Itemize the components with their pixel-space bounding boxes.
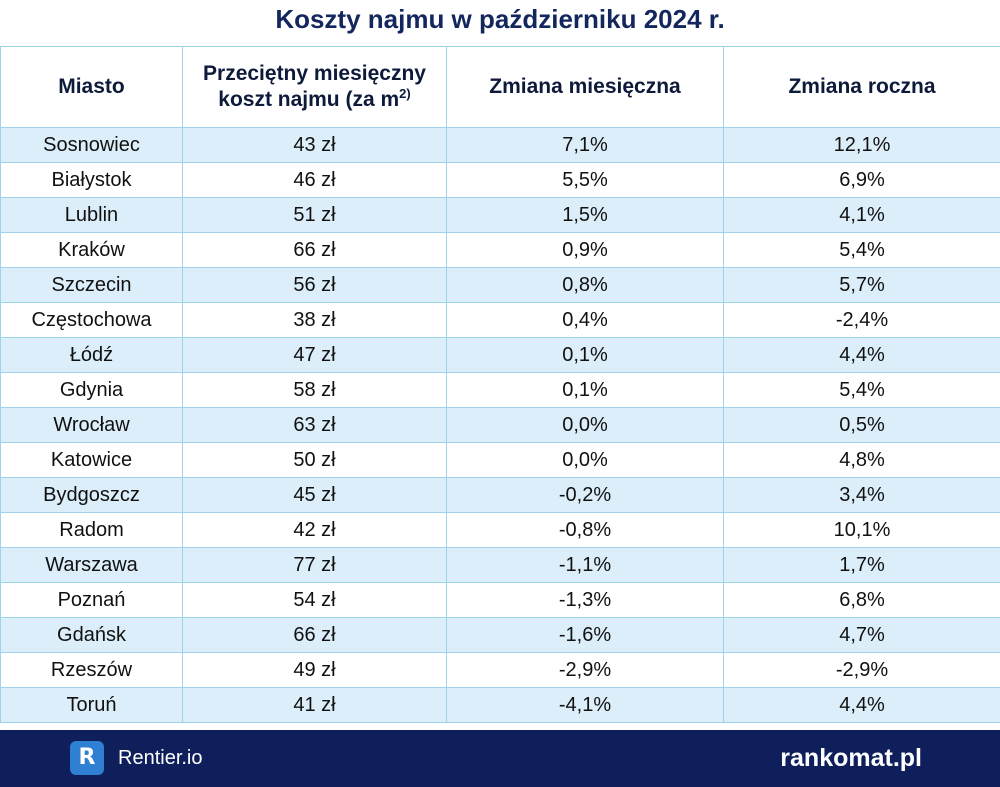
- cell-avg-cost: 42 zł: [182, 512, 447, 548]
- cell-monthly-change: 1,5%: [446, 197, 724, 233]
- cell-avg-cost: 46 zł: [182, 162, 447, 198]
- footer-bar: R Rentier.io rankomat.pl: [0, 730, 1000, 787]
- cell-monthly-change: -4,1%: [446, 687, 724, 723]
- rent-table: Miasto Przeciętny miesięczny koszt najmu…: [0, 46, 1000, 723]
- cell-yearly-change: 4,7%: [723, 617, 1000, 653]
- table-row: Wrocław 63 zł 0,0% 0,5%: [0, 407, 1000, 443]
- cell-monthly-change: -0,2%: [446, 477, 724, 513]
- header-yearly-change: Zmiana roczna: [723, 46, 1000, 128]
- cell-monthly-change: 0,9%: [446, 232, 724, 268]
- cell-avg-cost: 66 zł: [182, 617, 447, 653]
- cell-avg-cost: 41 zł: [182, 687, 447, 723]
- cell-yearly-change: 4,4%: [723, 337, 1000, 373]
- table-row: Sosnowiec 43 zł 7,1% 12,1%: [0, 127, 1000, 163]
- table-header-row: Miasto Przeciętny miesięczny koszt najmu…: [0, 46, 1000, 128]
- rentier-brand: Rentier.io: [118, 747, 203, 769]
- cell-city: Warszawa: [0, 547, 183, 583]
- cell-monthly-change: -0,8%: [446, 512, 724, 548]
- cell-monthly-change: 0,1%: [446, 372, 724, 408]
- cell-city: Częstochowa: [0, 302, 183, 338]
- cell-yearly-change: -2,9%: [723, 652, 1000, 688]
- table-row: Łódź 47 zł 0,1% 4,4%: [0, 337, 1000, 373]
- header-footnote-sup: 2): [399, 86, 411, 101]
- table-row: Szczecin 56 zł 0,8% 5,7%: [0, 267, 1000, 303]
- header-monthly-change: Zmiana miesięczna: [446, 46, 724, 128]
- cell-city: Sosnowiec: [0, 127, 183, 163]
- header-avg-cost: Przeciętny miesięczny koszt najmu (za m2…: [182, 46, 447, 128]
- cell-yearly-change: 5,4%: [723, 232, 1000, 268]
- cell-avg-cost: 58 zł: [182, 372, 447, 408]
- cell-city: Toruń: [0, 687, 183, 723]
- cell-avg-cost: 56 zł: [182, 267, 447, 303]
- table-row: Rzeszów 49 zł -2,9% -2,9%: [0, 652, 1000, 688]
- cell-city: Gdynia: [0, 372, 183, 408]
- cell-avg-cost: 54 zł: [182, 582, 447, 618]
- table-row: Warszawa 77 zł -1,1% 1,7%: [0, 547, 1000, 583]
- cell-yearly-change: 4,4%: [723, 687, 1000, 723]
- table-row: Lublin 51 zł 1,5% 4,1%: [0, 197, 1000, 233]
- cell-monthly-change: 0,0%: [446, 442, 724, 478]
- cell-avg-cost: 50 zł: [182, 442, 447, 478]
- cell-yearly-change: 4,8%: [723, 442, 1000, 478]
- cell-avg-cost: 66 zł: [182, 232, 447, 268]
- table-row: Kraków 66 zł 0,9% 5,4%: [0, 232, 1000, 268]
- cell-city: Radom: [0, 512, 183, 548]
- cell-avg-cost: 45 zł: [182, 477, 447, 513]
- cell-city: Wrocław: [0, 407, 183, 443]
- cell-yearly-change: 3,4%: [723, 477, 1000, 513]
- cell-monthly-change: 0,8%: [446, 267, 724, 303]
- page-title: Koszty najmu w październiku 2024 r.: [275, 4, 725, 34]
- table-row: Bydgoszcz 45 zł -0,2% 3,4%: [0, 477, 1000, 513]
- cell-avg-cost: 49 zł: [182, 652, 447, 688]
- cell-yearly-change: -2,4%: [723, 302, 1000, 338]
- cell-avg-cost: 51 zł: [182, 197, 447, 233]
- cell-monthly-change: 5,5%: [446, 162, 724, 198]
- cell-city: Łódź: [0, 337, 183, 373]
- rentier-logo-icon: R: [70, 741, 104, 775]
- table-row: Białystok 46 zł 5,5% 6,9%: [0, 162, 1000, 198]
- cell-city: Bydgoszcz: [0, 477, 183, 513]
- table-row: Radom 42 zł -0,8% 10,1%: [0, 512, 1000, 548]
- cell-city: Szczecin: [0, 267, 183, 303]
- cell-yearly-change: 6,8%: [723, 582, 1000, 618]
- cell-avg-cost: 47 zł: [182, 337, 447, 373]
- cell-avg-cost: 77 zł: [182, 547, 447, 583]
- header-avg-cost-text: Przeciętny miesięczny koszt najmu (za m: [203, 62, 426, 111]
- cell-avg-cost: 38 zł: [182, 302, 447, 338]
- cell-monthly-change: 0,0%: [446, 407, 724, 443]
- cell-avg-cost: 63 zł: [182, 407, 447, 443]
- cell-monthly-change: 0,4%: [446, 302, 724, 338]
- cell-yearly-change: 0,5%: [723, 407, 1000, 443]
- table-row: Gdańsk 66 zł -1,6% 4,7%: [0, 617, 1000, 653]
- cell-monthly-change: -1,3%: [446, 582, 724, 618]
- cell-yearly-change: 5,4%: [723, 372, 1000, 408]
- cell-monthly-change: 0,1%: [446, 337, 724, 373]
- cell-city: Kraków: [0, 232, 183, 268]
- header-city: Miasto: [0, 46, 183, 128]
- cell-yearly-change: 5,7%: [723, 267, 1000, 303]
- cell-monthly-change: -1,6%: [446, 617, 724, 653]
- cell-monthly-change: -1,1%: [446, 547, 724, 583]
- cell-city: Gdańsk: [0, 617, 183, 653]
- table-row: Toruń 41 zł -4,1% 4,4%: [0, 687, 1000, 723]
- cell-yearly-change: 10,1%: [723, 512, 1000, 548]
- cell-yearly-change: 1,7%: [723, 547, 1000, 583]
- cell-yearly-change: 6,9%: [723, 162, 1000, 198]
- cell-city: Poznań: [0, 582, 183, 618]
- table-row: Gdynia 58 zł 0,1% 5,4%: [0, 372, 1000, 408]
- cell-avg-cost: 43 zł: [182, 127, 447, 163]
- cell-city: Rzeszów: [0, 652, 183, 688]
- table-body: Sosnowiec 43 zł 7,1% 12,1% Białystok 46 zł 5,5…: [0, 127, 1000, 723]
- cell-city: Białystok: [0, 162, 183, 198]
- table-row: Częstochowa 38 zł 0,4% -2,4%: [0, 302, 1000, 338]
- cell-city: Lublin: [0, 197, 183, 233]
- cell-monthly-change: 7,1%: [446, 127, 724, 163]
- cell-monthly-change: -2,9%: [446, 652, 724, 688]
- cell-yearly-change: 4,1%: [723, 197, 1000, 233]
- table-row: Poznań 54 zł -1,3% 6,8%: [0, 582, 1000, 618]
- cell-yearly-change: 12,1%: [723, 127, 1000, 163]
- cell-city: Katowice: [0, 442, 183, 478]
- table-row: Katowice 50 zł 0,0% 4,8%: [0, 442, 1000, 478]
- rankomat-logo: rankomat.pl: [780, 744, 922, 772]
